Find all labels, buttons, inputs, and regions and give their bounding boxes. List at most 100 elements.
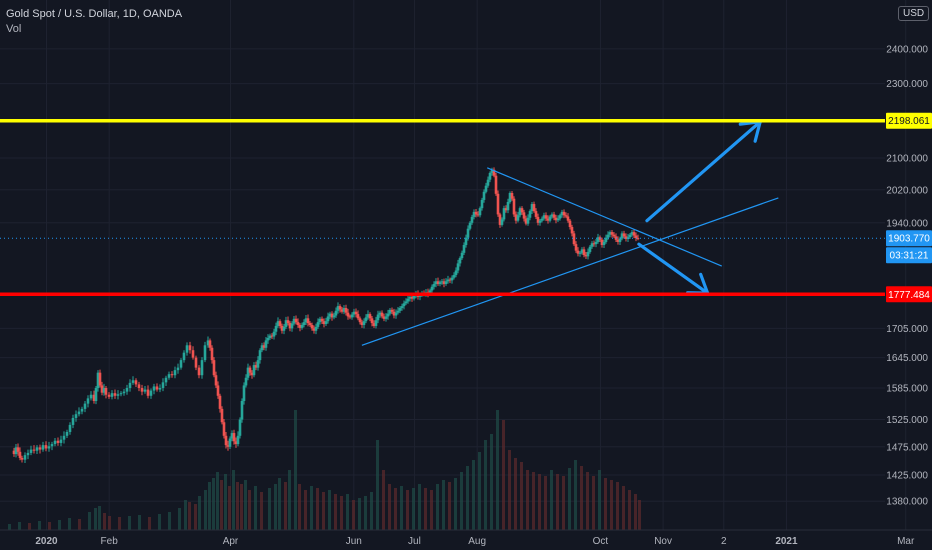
candle-body: [432, 284, 436, 287]
candle-body: [346, 312, 350, 317]
candle-body: [330, 313, 334, 318]
candle-body: [434, 281, 438, 285]
candle-body: [288, 323, 292, 329]
candle-body: [238, 419, 242, 436]
candle-body: [292, 318, 296, 324]
candle-body: [468, 222, 472, 229]
volume-bar: [322, 492, 325, 530]
y-tick-label: 1380.000: [886, 497, 928, 508]
volume-bar: [430, 490, 433, 530]
volume-bars: [8, 410, 641, 530]
candle-body: [488, 172, 492, 180]
candle-body: [440, 281, 444, 283]
candle-body: [226, 445, 230, 447]
candle-body: [258, 350, 262, 361]
candle-body: [240, 401, 244, 420]
candle-body: [394, 312, 398, 316]
volume-bar: [178, 508, 181, 530]
volume-bar: [502, 420, 505, 530]
volume-bar: [158, 514, 161, 530]
candle-body: [236, 435, 240, 445]
volume-bar: [358, 498, 361, 530]
candle-body: [490, 169, 494, 173]
candle-body: [324, 321, 328, 325]
candle-body: [566, 216, 570, 221]
candle-body: [428, 290, 432, 295]
level-price-tag-bg: [886, 286, 932, 303]
volume-bar: [216, 472, 219, 530]
candle-body: [580, 249, 584, 253]
candle-body: [372, 323, 376, 326]
volume-bar: [364, 496, 367, 530]
candle-body: [390, 309, 394, 312]
candle-body: [536, 216, 540, 223]
candle-body: [318, 318, 322, 323]
volume-bar: [188, 502, 191, 530]
drawings: [361, 120, 779, 346]
candle-body: [314, 326, 318, 331]
volume-bar: [340, 496, 343, 530]
candle-body: [588, 246, 592, 252]
candle-body: [306, 318, 310, 324]
candle-body: [564, 215, 568, 217]
volume-bar: [622, 486, 625, 530]
candle-body: [450, 277, 454, 281]
volume-bar: [610, 480, 613, 530]
volume-bar: [406, 490, 409, 530]
candle-body: [380, 312, 384, 317]
candle-body: [528, 211, 532, 218]
currency-badge[interactable]: USD: [898, 6, 930, 21]
candle-body: [18, 451, 22, 458]
candle-body: [562, 211, 566, 216]
candle-body: [496, 193, 500, 215]
candle-body: [518, 208, 522, 216]
candle-body: [370, 318, 374, 324]
volume-bar: [260, 492, 263, 530]
volume-bar: [294, 410, 297, 530]
candle-body: [322, 321, 326, 325]
candle-body: [376, 314, 380, 321]
candle-body: [520, 208, 524, 213]
candle-body: [404, 301, 408, 304]
volume-bar: [376, 440, 379, 530]
candle-body: [234, 441, 238, 445]
candle-body: [396, 310, 400, 313]
candle-body: [256, 360, 260, 368]
volume-bar: [268, 488, 271, 530]
x-tick-label: Aug: [468, 536, 486, 547]
y-tick-label: 1525.000: [886, 415, 928, 426]
candle-body: [572, 233, 576, 245]
volume-bar: [352, 500, 355, 530]
volume-bar: [118, 517, 121, 530]
candle-body: [620, 233, 624, 239]
candle-body: [540, 218, 544, 221]
candle-body: [618, 238, 622, 242]
candle-body: [344, 307, 348, 313]
candle-body: [38, 447, 42, 450]
candle-body: [210, 347, 214, 361]
candle-body: [214, 375, 218, 386]
symbol-title: Gold Spot / U.S. Dollar, 1D, OANDA: [6, 8, 183, 20]
candle-body: [474, 211, 478, 215]
price-tags: 2198.061 1777.484 1903.770 03:31:21: [886, 112, 932, 303]
candle-body: [530, 204, 534, 212]
candle-body: [348, 316, 352, 318]
candle-body: [300, 324, 304, 328]
volume-bar: [232, 470, 235, 530]
volume-bar: [284, 482, 287, 530]
candle-body: [176, 367, 180, 371]
candle-body: [332, 315, 336, 318]
y-tick-label: 2300.000: [886, 79, 928, 90]
candle-body: [220, 408, 224, 423]
candle-body: [374, 320, 378, 326]
volume-bar: [204, 490, 207, 530]
candle-body: [244, 377, 248, 386]
candle-body: [100, 385, 104, 393]
candle-body: [155, 386, 159, 390]
candle-body: [128, 382, 132, 389]
candle-body: [296, 322, 300, 325]
candle-body: [191, 350, 195, 358]
candle-body: [486, 179, 490, 186]
